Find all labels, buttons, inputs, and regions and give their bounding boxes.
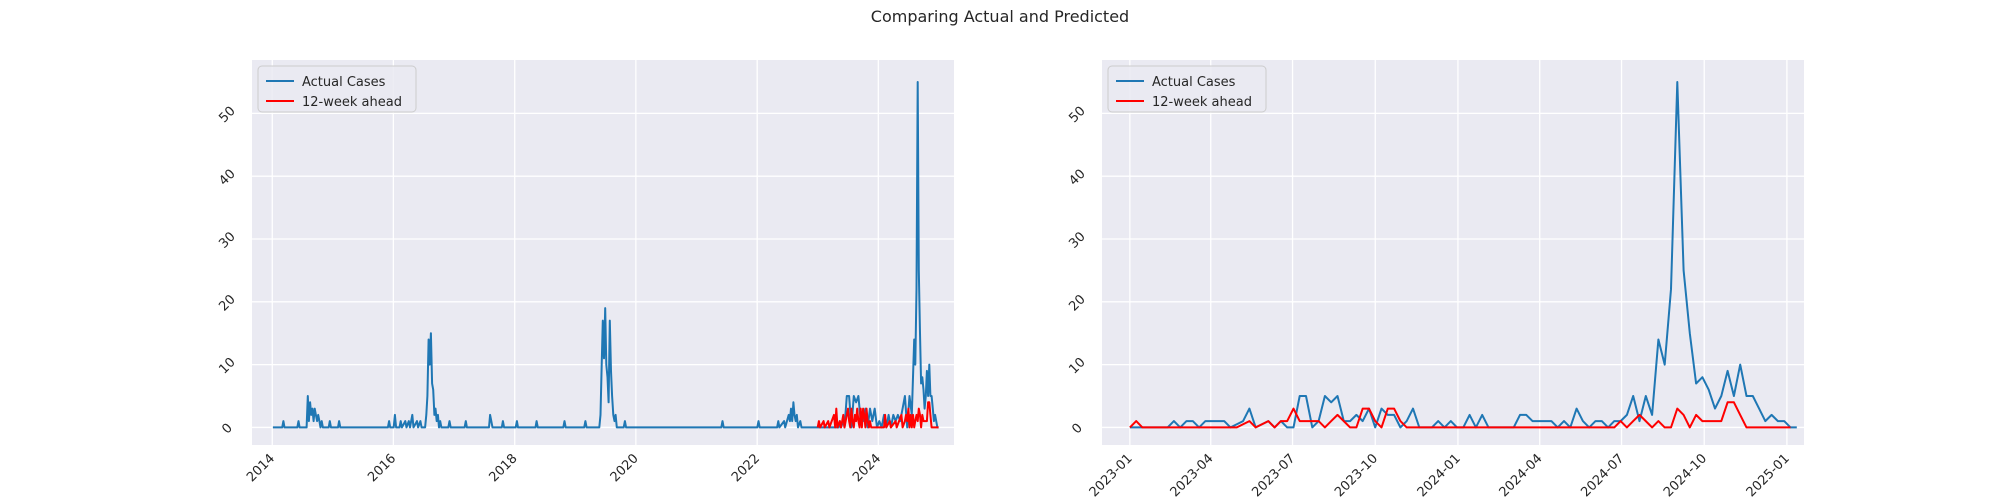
- y-tick-label: 20: [1066, 292, 1088, 314]
- x-tick-label: 2023-10: [1332, 451, 1381, 500]
- x-tick-label: 2024-04: [1497, 451, 1546, 500]
- x-tick-label: 2024-07: [1578, 451, 1627, 500]
- x-tick-label: 2024-01: [1415, 451, 1464, 500]
- x-tick-label: 2024-10: [1661, 451, 1710, 500]
- x-tick-label: 2014: [244, 451, 278, 485]
- chart-panel-recent: 0 10 20 30 40 50 2023-01 2023-04 2023-07 2023-10 2…: [1066, 60, 1804, 500]
- x-tick-label: 2018: [487, 451, 521, 485]
- legend-label: Actual Cases: [1152, 75, 1236, 90]
- x-tick-label: 2024: [850, 451, 884, 485]
- y-tick-label: 10: [1066, 355, 1088, 377]
- x-tick-label: 2020: [608, 451, 642, 485]
- series-line-1: [816, 401, 939, 429]
- figure-title: Comparing Actual and Predicted: [870, 7, 1130, 26]
- x-tick-label: 2023-01: [1087, 451, 1136, 500]
- y-tick-label: 40: [1066, 167, 1088, 189]
- chart-panel-full-history: 0 10 20 30 40 50 2014 2016 2018 2020 2022 2024 Actua…: [216, 60, 954, 485]
- plot-area: [252, 60, 954, 445]
- y-tick-label: 50: [216, 104, 238, 126]
- y-tick-label: 50: [1066, 104, 1088, 126]
- y-tick-label: 0: [1069, 421, 1085, 437]
- legend-label: 12-week ahead: [302, 95, 402, 110]
- legend-label: Actual Cases: [302, 75, 386, 90]
- x-tick-label: 2023-07: [1249, 451, 1298, 500]
- series-line-0: [272, 81, 939, 429]
- plot-area: [1102, 60, 1804, 445]
- y-tick-label: 10: [216, 355, 238, 377]
- x-tick-label: 2016: [365, 451, 399, 485]
- y-tick-label: 0: [219, 421, 235, 437]
- legend-box: [1107, 65, 1267, 113]
- y-tick-label: 30: [216, 229, 238, 251]
- series-line-1: [1129, 401, 1791, 429]
- x-tick-label: 2025-01: [1744, 451, 1793, 500]
- y-tick-label: 20: [216, 292, 238, 314]
- y-tick-label: 30: [1066, 229, 1088, 251]
- legend-box: [257, 65, 417, 113]
- y-tick-label: 40: [216, 167, 238, 189]
- x-tick-label: 2022: [729, 451, 763, 485]
- legend-label: 12-week ahead: [1152, 95, 1252, 110]
- x-tick-label: 2023-04: [1168, 451, 1217, 500]
